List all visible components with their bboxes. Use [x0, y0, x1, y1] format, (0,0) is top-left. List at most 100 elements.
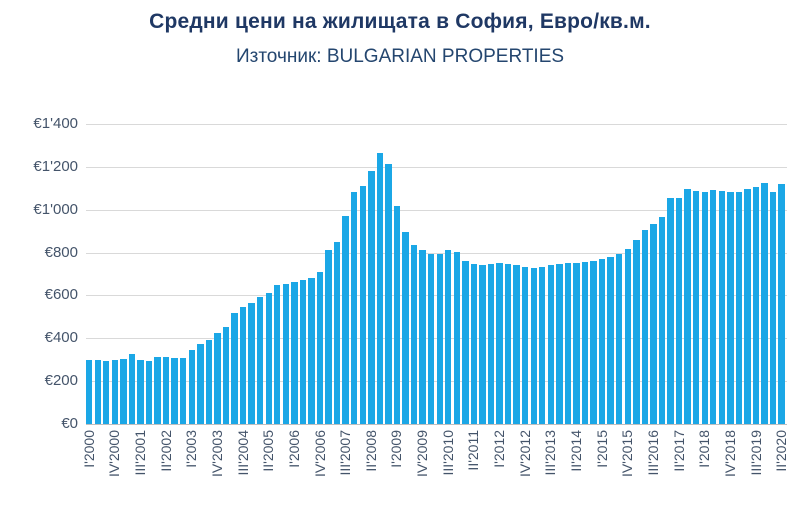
bar-II'2006 — [299, 280, 307, 424]
bar-IV'2003 — [214, 332, 221, 424]
bar-IV'2008 — [385, 163, 392, 424]
y-gridline — [86, 166, 787, 168]
bar-II'2017 — [675, 198, 683, 424]
bar-I'2017 — [667, 197, 674, 424]
bar-III'2012 — [513, 265, 520, 424]
bar-I'2002 — [154, 356, 161, 424]
bar-II'2018 — [710, 190, 717, 424]
bar-III'2015 — [616, 253, 623, 424]
bar-IV'2007 — [351, 192, 358, 424]
bar-IV'2000 — [111, 360, 119, 424]
x-axis-tick-label: III'2010 — [439, 430, 456, 476]
chart-title: Средни цени на жилищата в София, Евро/кв… — [149, 10, 651, 33]
bar-II'2020 — [778, 184, 785, 424]
bar-II'2003 — [197, 344, 204, 424]
bar-I'2001 — [120, 359, 127, 424]
bar-III'2018 — [718, 191, 725, 424]
y-gridline — [86, 124, 787, 125]
bar-IV'2009 — [419, 250, 426, 424]
x-axis-tick-label: I'2003 — [183, 430, 200, 468]
bar-IV'2018 — [727, 191, 734, 424]
x-axis-tick-label: IV'2006 — [311, 430, 328, 478]
x-axis-tick-label: I'2018 — [696, 430, 713, 468]
bar-IV'2001 — [145, 360, 153, 424]
x-axis-tick-label: II'2002 — [157, 430, 174, 472]
bar-II'2004 — [231, 313, 238, 424]
x-axis-tick-label: III'2007 — [337, 430, 354, 476]
bar-II'2005 — [265, 293, 272, 424]
bar-IV'2005 — [282, 283, 289, 424]
x-axis-tick-label: I'2000 — [80, 430, 97, 468]
bar-IV'2019 — [761, 182, 768, 424]
bar-I'2015 — [598, 259, 606, 424]
bar-IV'2002 — [180, 358, 187, 424]
bar-IV'2015 — [624, 248, 631, 424]
bar-III'2000 — [103, 361, 110, 424]
bar-II'2013 — [539, 266, 546, 424]
bar-I'2000 — [86, 360, 93, 424]
bar-II'2019 — [744, 189, 751, 424]
bar-III'2002 — [171, 358, 178, 424]
bar-IV'2006 — [316, 272, 324, 424]
x-axis-tick-label: III'2013 — [542, 430, 559, 476]
bar-III'2017 — [684, 189, 691, 424]
x-axis-tick-label: IV'2012 — [516, 430, 533, 478]
bar-I'2018 — [701, 191, 708, 424]
y-gridline — [86, 252, 787, 254]
bar-III'2008 — [376, 152, 384, 424]
bar-IV'2016 — [658, 217, 666, 424]
bar-I'2005 — [256, 297, 264, 424]
bar-IV'2010 — [453, 252, 460, 424]
bar-I'2016 — [633, 239, 640, 424]
bar-III'2004 — [239, 307, 247, 424]
bar-II'2001 — [128, 354, 136, 424]
x-axis-tick-label: I'2012 — [491, 430, 508, 468]
y-axis-tick-label: €1'400 — [33, 115, 78, 132]
x-axis-tick-label: II'2020 — [773, 430, 790, 472]
x-axis-line — [86, 424, 787, 425]
bar-IV'2014 — [590, 260, 597, 424]
bar-I'2007 — [325, 250, 332, 424]
bar-II'2015 — [607, 257, 614, 424]
bar-III'2010 — [445, 250, 452, 424]
bar-I'2004 — [222, 326, 230, 424]
bar-IV'2004 — [248, 302, 255, 424]
y-axis-tick-label: €1'000 — [33, 200, 78, 218]
x-axis-tick-label: IV'2003 — [208, 430, 225, 478]
bar-III'2016 — [650, 223, 657, 424]
bar-I'2014 — [564, 263, 572, 424]
x-axis-tick-label: IV'2018 — [721, 430, 738, 478]
bar-I'2019 — [735, 191, 743, 424]
bar-I'2013 — [530, 268, 537, 424]
x-axis-tick-label: III'2016 — [644, 430, 661, 476]
bar-II'2000 — [94, 360, 101, 424]
bar-III'2007 — [342, 215, 349, 424]
x-axis-tick-label: III'2019 — [747, 430, 764, 476]
y-axis-tick-label: €0 — [61, 415, 78, 432]
bar-II'2009 — [402, 232, 409, 424]
bar-III'2014 — [581, 262, 589, 424]
bar-I'2008 — [359, 185, 366, 424]
y-gridline — [86, 209, 787, 211]
x-axis-tick-label: I'2006 — [285, 430, 302, 468]
x-axis-tick-label: IV'2000 — [106, 430, 123, 478]
x-axis-tick-label: I'2015 — [593, 430, 610, 468]
bar-II'2016 — [641, 230, 649, 424]
x-axis-tick-label: I'2009 — [388, 430, 405, 468]
bar-IV'2011 — [487, 263, 495, 424]
bar-II'2002 — [162, 356, 170, 424]
x-axis-tick-label: II'2011 — [465, 430, 482, 471]
bar-I'2012 — [496, 263, 503, 424]
x-axis-tick-label: II'2014 — [567, 430, 584, 472]
bar-II'2008 — [368, 170, 375, 424]
bar-I'2009 — [393, 205, 401, 424]
bar-III'2011 — [479, 265, 486, 424]
bar-III'2006 — [308, 277, 315, 424]
bar-III'2019 — [752, 187, 760, 424]
x-axis-tick-label: II'2017 — [670, 430, 687, 472]
bar-III'2001 — [137, 359, 144, 424]
bar-I'2010 — [427, 253, 435, 424]
x-axis-tick-label: III'2004 — [234, 430, 251, 476]
y-axis-tick-label: €800 — [44, 243, 78, 261]
